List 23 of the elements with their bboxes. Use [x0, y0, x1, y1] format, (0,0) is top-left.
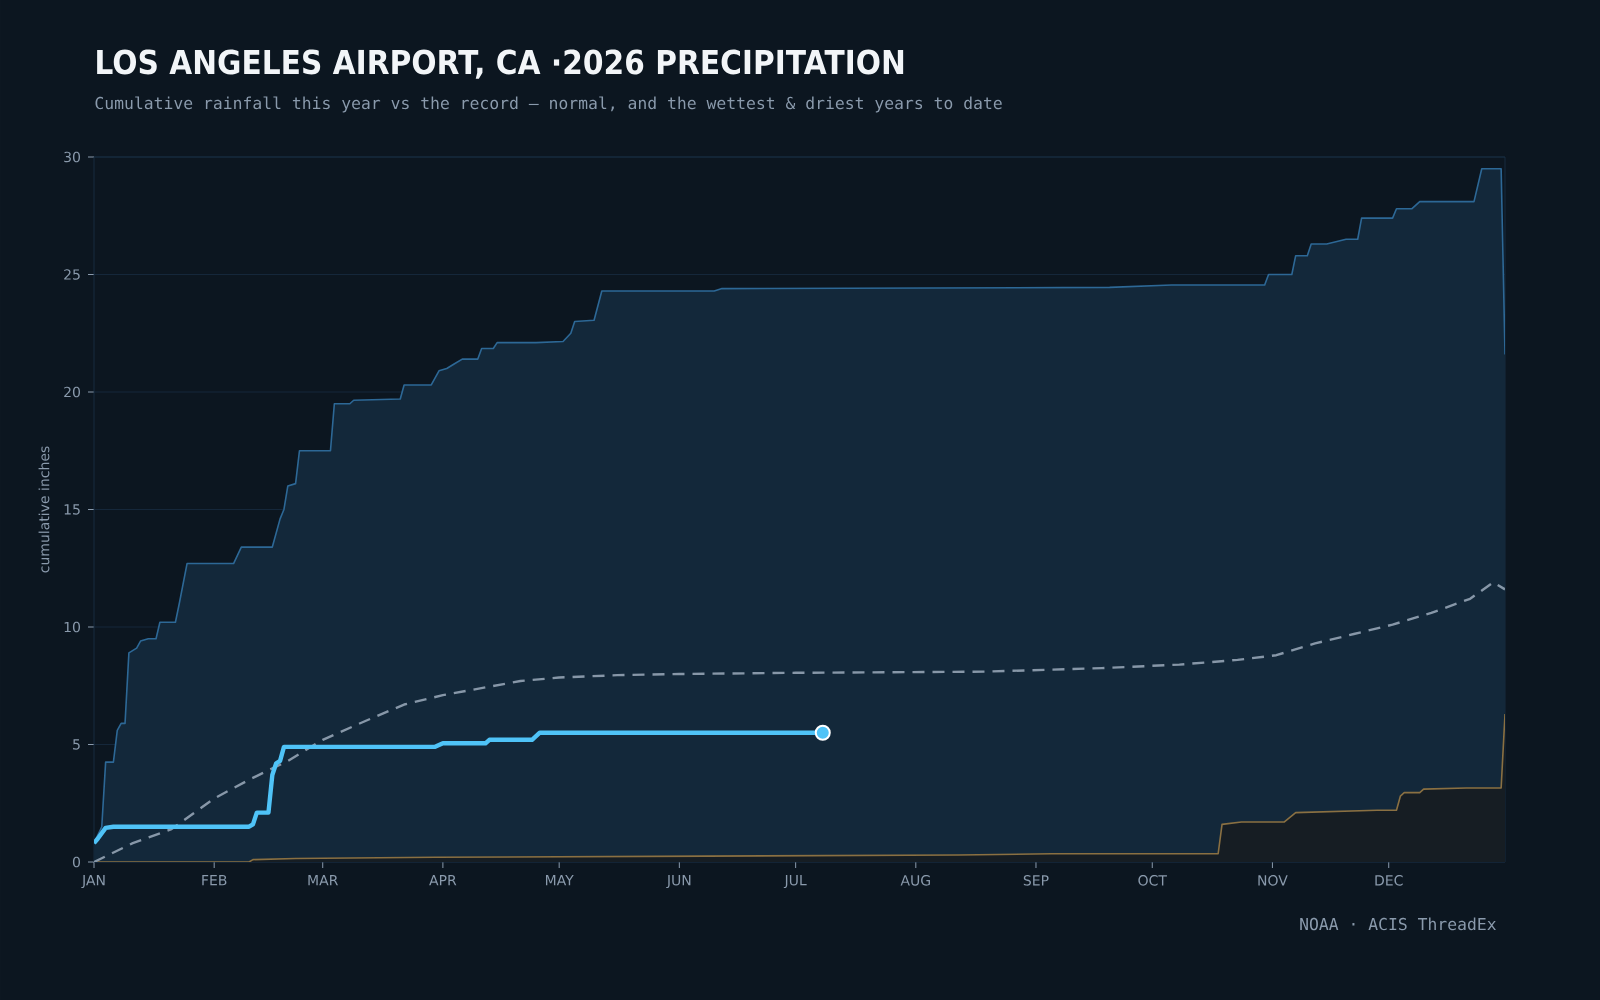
x-tick-label: JAN	[81, 875, 105, 889]
x-tick-label: JUL	[783, 875, 807, 889]
chart-subtitle: Cumulative rainfall this year vs the record — normal, and the wettest & driest years to date	[95, 96, 1002, 113]
y-tick-label: 0	[72, 856, 80, 868]
x-tick-label: FEB	[202, 875, 227, 886]
y-tick-label: 5	[73, 739, 80, 750]
y-tick-label: 30	[64, 151, 80, 163]
y-tick-label: 10	[64, 621, 80, 633]
x-tick-label: NOV	[1258, 875, 1288, 886]
x-tick-label: APR	[429, 875, 457, 886]
y-tick-label: 25	[64, 269, 80, 280]
x-tick-label: OCT	[1138, 875, 1167, 886]
text: NOAA · ACIS ThreadEx	[1300, 917, 1496, 931]
y-axis-title: cumulative inches	[38, 446, 50, 573]
y-tick-label: 15	[64, 504, 80, 515]
x-tick-label: JUN	[666, 875, 691, 889]
x-tick-label: AUG	[900, 875, 930, 886]
x-tick-label: SEP	[1023, 875, 1049, 886]
x-tick-label: DEC	[1375, 875, 1403, 886]
y-tick-label: 20	[64, 386, 80, 398]
chart-title: LOS ANGELES AIRPORT, CA ·2026 PRECIPITATION	[97, 49, 904, 79]
x-tick-label: MAY	[545, 875, 574, 886]
x-tick-label: MAR	[308, 875, 338, 886]
